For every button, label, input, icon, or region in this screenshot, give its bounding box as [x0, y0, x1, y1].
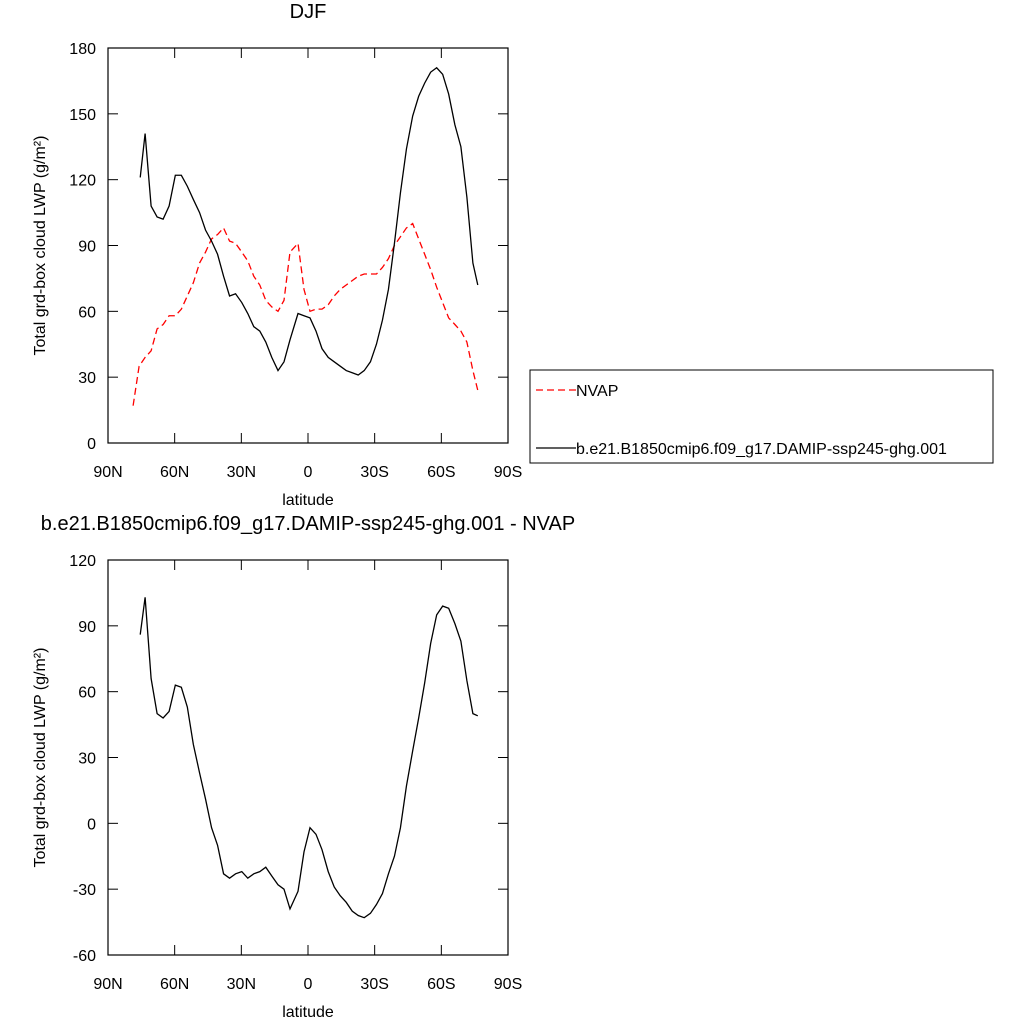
y-tick-label: 120 — [69, 553, 96, 570]
y-tick-label: 60 — [78, 685, 96, 702]
y-tick-label: 120 — [69, 173, 96, 190]
x-tick-label: 60S — [427, 976, 455, 993]
data-line — [139, 597, 479, 919]
data-line — [132, 222, 479, 406]
y-tick-label: 180 — [69, 41, 96, 58]
plot-frame — [107, 47, 509, 444]
x-tick-label: 30N — [227, 976, 256, 993]
data-line — [139, 66, 479, 376]
x-tick-label: 30N — [227, 464, 256, 481]
y-axis-label: Total grd-box cloud LWP (g/m²) — [32, 648, 49, 868]
chart-title: DJF — [290, 1, 327, 23]
x-tick-label: 0 — [304, 976, 313, 993]
y-tick-label: 30 — [78, 751, 96, 768]
y-tick-label: -30 — [73, 882, 96, 899]
y-tick-label: 90 — [78, 619, 96, 636]
x-tick-label: 90N — [93, 976, 122, 993]
x-tick-label: 90S — [494, 976, 522, 993]
legend-label: b.e21.B1850cmip6.f09_g17.DAMIP-ssp245-gh… — [576, 441, 947, 458]
x-tick-label: 60N — [160, 976, 189, 993]
x-axis-label: latitude — [282, 492, 334, 509]
x-tick-label: 60S — [427, 464, 455, 481]
chart-title: b.e21.B1850cmip6.f09_g17.DAMIP-ssp245-gh… — [41, 513, 575, 535]
x-tick-label: 30S — [360, 464, 388, 481]
x-tick-label: 30S — [360, 976, 388, 993]
plot-frame — [107, 559, 509, 956]
legend-label: NVAP — [576, 383, 618, 400]
y-tick-label: 150 — [69, 107, 96, 124]
x-tick-label: 0 — [304, 464, 313, 481]
legend-box — [529, 369, 994, 464]
y-tick-label: -60 — [73, 948, 96, 965]
x-tick-label: 90N — [93, 464, 122, 481]
x-axis-label: latitude — [282, 1004, 334, 1021]
y-tick-label: 0 — [87, 436, 96, 453]
y-tick-label: 0 — [87, 816, 96, 833]
y-tick-label: 90 — [78, 239, 96, 256]
x-tick-label: 90S — [494, 464, 522, 481]
y-tick-label: 60 — [78, 304, 96, 321]
y-axis-label: Total grd-box cloud LWP (g/m²) — [32, 136, 49, 356]
y-tick-label: 30 — [78, 370, 96, 387]
x-tick-label: 60N — [160, 464, 189, 481]
